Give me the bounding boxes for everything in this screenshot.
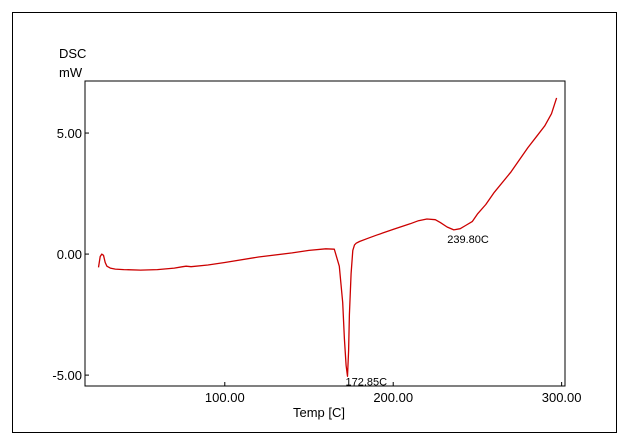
- x-tick-label: 100.00: [205, 390, 245, 405]
- x-tick-label: 300.00: [542, 390, 582, 405]
- peak-annotation-label: 239.80C: [447, 234, 489, 246]
- y-axis-title-line2: mW: [59, 65, 83, 80]
- x-tick-label: 200.00: [373, 390, 413, 405]
- y-tick-label: -5.00: [52, 368, 82, 383]
- plot-area: [84, 80, 566, 387]
- axis-ticks: [85, 132, 563, 386]
- y-tick-label: 5.00: [57, 126, 82, 141]
- y-axis-title-line1: DSC: [59, 46, 86, 61]
- chart-frame: [12, 12, 617, 433]
- series-line: [97, 97, 558, 377]
- y-tick-label: 0.00: [57, 247, 82, 262]
- x-axis-title: Temp [C]: [293, 405, 345, 420]
- peak-annotation-label: 172.85C: [345, 376, 387, 388]
